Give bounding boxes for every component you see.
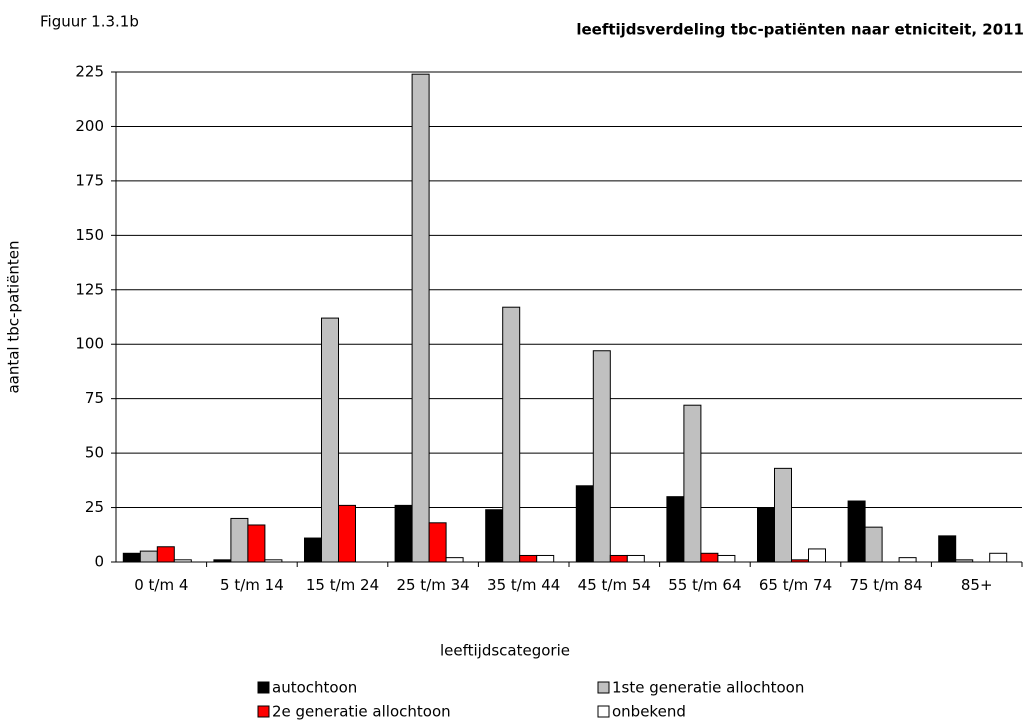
bar: [247, 524, 266, 563]
x-axis-label: leeftijdscategorie: [440, 642, 570, 660]
bar: [864, 526, 883, 563]
chart-title: leeftijdsverdeling tbc-patiënten naar et…: [576, 21, 1024, 39]
y-tick-label: 100: [75, 335, 104, 353]
legend-swatch: [257, 705, 270, 718]
bar: [445, 557, 464, 563]
y-axis-label: aantal tbc-patiënten: [5, 240, 23, 393]
bar: [700, 552, 719, 563]
bar: [757, 507, 775, 563]
y-tick-label: 50: [85, 444, 104, 462]
legend-label: 2e generatie allochtoon: [272, 703, 451, 721]
x-tick-label: 85+: [960, 576, 993, 594]
y-tick-label: 200: [75, 117, 104, 135]
bar: [847, 500, 866, 563]
legend-label: autochtoon: [272, 679, 357, 697]
x-tick-label: 65 t/m 74: [758, 576, 833, 594]
bar: [898, 557, 917, 563]
legend-swatch: [597, 681, 610, 694]
x-tick-label: 15 t/m 24: [305, 576, 380, 594]
x-tick-label: 25 t/m 34: [396, 576, 470, 594]
bar: [394, 504, 413, 563]
bar: [592, 350, 611, 563]
y-tick-label: 175: [75, 171, 104, 189]
bar: [338, 504, 356, 563]
figure-label: Figuur 1.3.1b: [40, 13, 139, 31]
bar: [626, 554, 645, 563]
bar: [666, 496, 685, 563]
bar: [122, 552, 141, 563]
bar: [774, 467, 792, 563]
bar: [609, 554, 628, 563]
bar: [519, 554, 538, 563]
y-tick-label: 150: [75, 226, 104, 244]
legend-label: 1ste generatie allochtoon: [612, 679, 804, 697]
bar: [717, 554, 736, 563]
x-tick-label: 35 t/m 44: [487, 576, 561, 594]
legend-swatch: [257, 681, 270, 694]
bar: [428, 522, 447, 563]
y-tick-label: 75: [85, 389, 104, 407]
x-tick-label: 55 t/m 64: [668, 576, 742, 594]
bar: [938, 535, 957, 563]
bar: [575, 485, 594, 563]
bar: [139, 550, 158, 563]
y-tick-label: 0: [94, 553, 104, 571]
x-tick-label: 5 t/m 14: [220, 576, 284, 594]
bar: [230, 517, 249, 563]
x-tick-label: 75 t/m 84: [849, 576, 923, 594]
y-tick-label: 225: [75, 63, 104, 81]
legend-swatch: [597, 705, 610, 718]
bar: [411, 73, 430, 563]
bar: [989, 552, 1008, 563]
x-tick-label: 45 t/m 54: [577, 576, 651, 594]
legend-label: onbekend: [612, 703, 686, 721]
bar: [808, 548, 826, 563]
bar: [502, 306, 521, 563]
bar: [304, 537, 322, 563]
bar: [485, 509, 504, 563]
bar: [321, 317, 339, 563]
bar: [156, 546, 175, 563]
bar: [683, 404, 702, 563]
y-tick-label: 25: [85, 498, 104, 516]
y-tick-label: 125: [75, 280, 104, 298]
bar: [536, 554, 555, 563]
x-tick-label: 0 t/m 4: [134, 576, 189, 594]
